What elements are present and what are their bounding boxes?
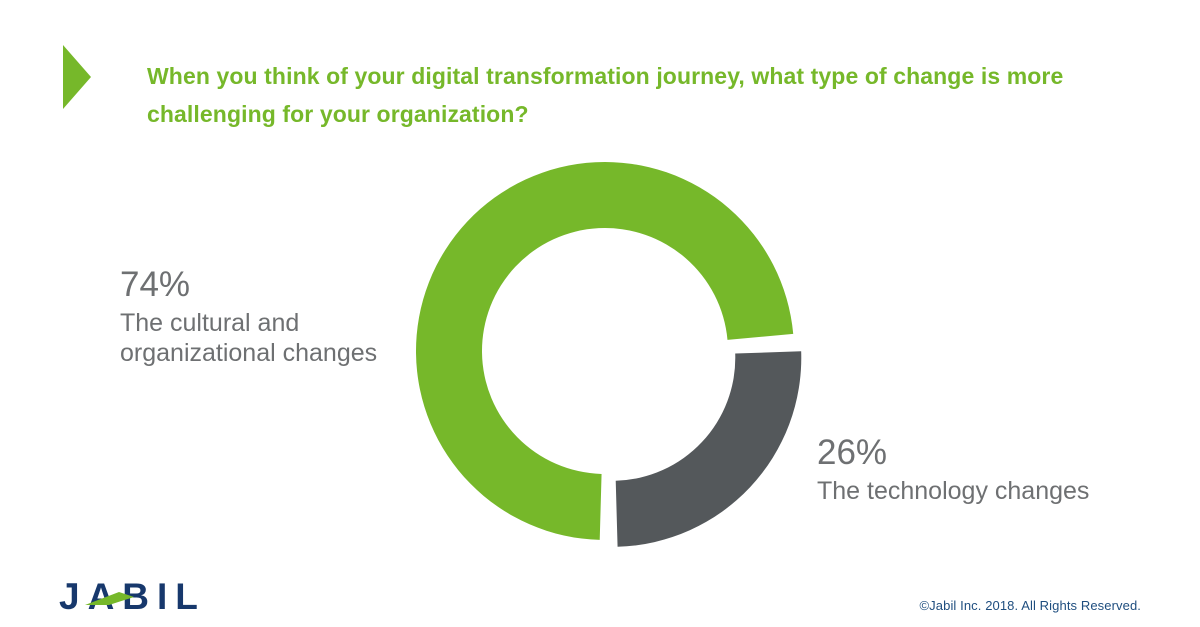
question-heading: When you think of your digital transform… [147, 63, 1064, 127]
callout-cultural: 74% The cultural and organizational chan… [120, 266, 377, 368]
callout-technology-label-line1: The technology changes [817, 477, 1090, 505]
jabil-logo: JABIL [59, 576, 198, 617]
pointer-triangle-shape [63, 45, 91, 109]
donut-slice-technology [615, 351, 802, 547]
callout-cultural-label-line2: organizational changes [120, 339, 378, 367]
callout-technology: 26% The technology changes [817, 434, 1089, 506]
donut-chart [415, 162, 802, 547]
callout-cultural-label-line1: The cultural and [120, 309, 300, 337]
callout-cultural-percent: 74% [120, 265, 191, 304]
callout-technology-percent: 26% [817, 433, 888, 472]
copyright-text: ©Jabil Inc. 2018. All Rights Reserved. [919, 598, 1141, 613]
pointer-triangle-icon [63, 45, 91, 109]
jabil-logo-swoosh-icon [85, 592, 134, 605]
donut-slice-cultural [415, 162, 794, 540]
